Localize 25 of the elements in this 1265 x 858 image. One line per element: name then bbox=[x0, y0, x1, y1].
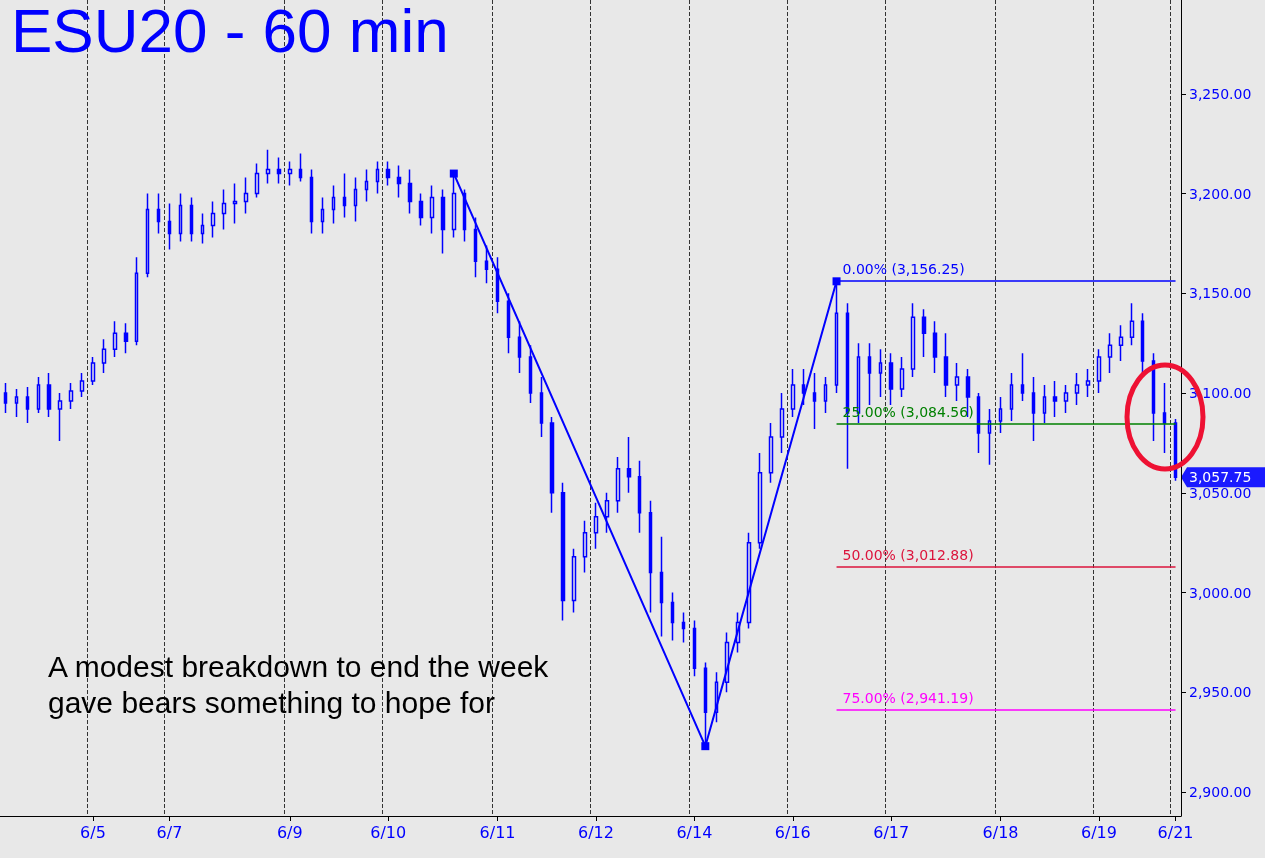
annotation: A modest breakdown to end the week gave bears something to hope for bbox=[48, 649, 550, 719]
x-tick-label: 6/19 bbox=[1081, 822, 1117, 842]
x-tick-label: 6/12 bbox=[578, 822, 614, 842]
text: 3,057.75 bbox=[1189, 469, 1252, 486]
y-tick-label: 3,200.00 bbox=[1189, 185, 1252, 202]
chart-title: ESU20 - 60 min bbox=[11, 0, 449, 65]
y-tick-label: 3,250.00 bbox=[1189, 85, 1252, 102]
x-tick-label: 6/5 bbox=[80, 822, 106, 842]
x-tick-label: 6/14 bbox=[676, 822, 713, 842]
x-tick-label: 6/16 bbox=[774, 822, 811, 842]
x-tick-label: 6/11 bbox=[479, 822, 516, 842]
y-tick-label: 2,950.00 bbox=[1189, 684, 1252, 701]
y-tick-label: 2,900.00 bbox=[1189, 784, 1252, 801]
x-tick-label: 6/17 bbox=[873, 822, 910, 842]
y-tick-label: 3,000.00 bbox=[1189, 584, 1252, 601]
y-tick-label: 3,150.00 bbox=[1189, 285, 1252, 302]
ref-line-label: 75.00% (2,941.19) bbox=[842, 689, 974, 706]
x-tick-label: 6/10 bbox=[370, 822, 407, 842]
x-tick-label: 6/21 bbox=[1157, 822, 1194, 842]
y-tick-label: 3,050.00 bbox=[1189, 484, 1252, 501]
x-tick-label: 6/9 bbox=[276, 822, 303, 842]
ref-line-label: 50.00% (3,012.88) bbox=[842, 546, 974, 563]
x-tick-label: 6/18 bbox=[982, 822, 1019, 842]
ref-line-label: 0.00% (3,156.25) bbox=[842, 260, 965, 277]
x-tick-label: 6/7 bbox=[156, 822, 183, 842]
